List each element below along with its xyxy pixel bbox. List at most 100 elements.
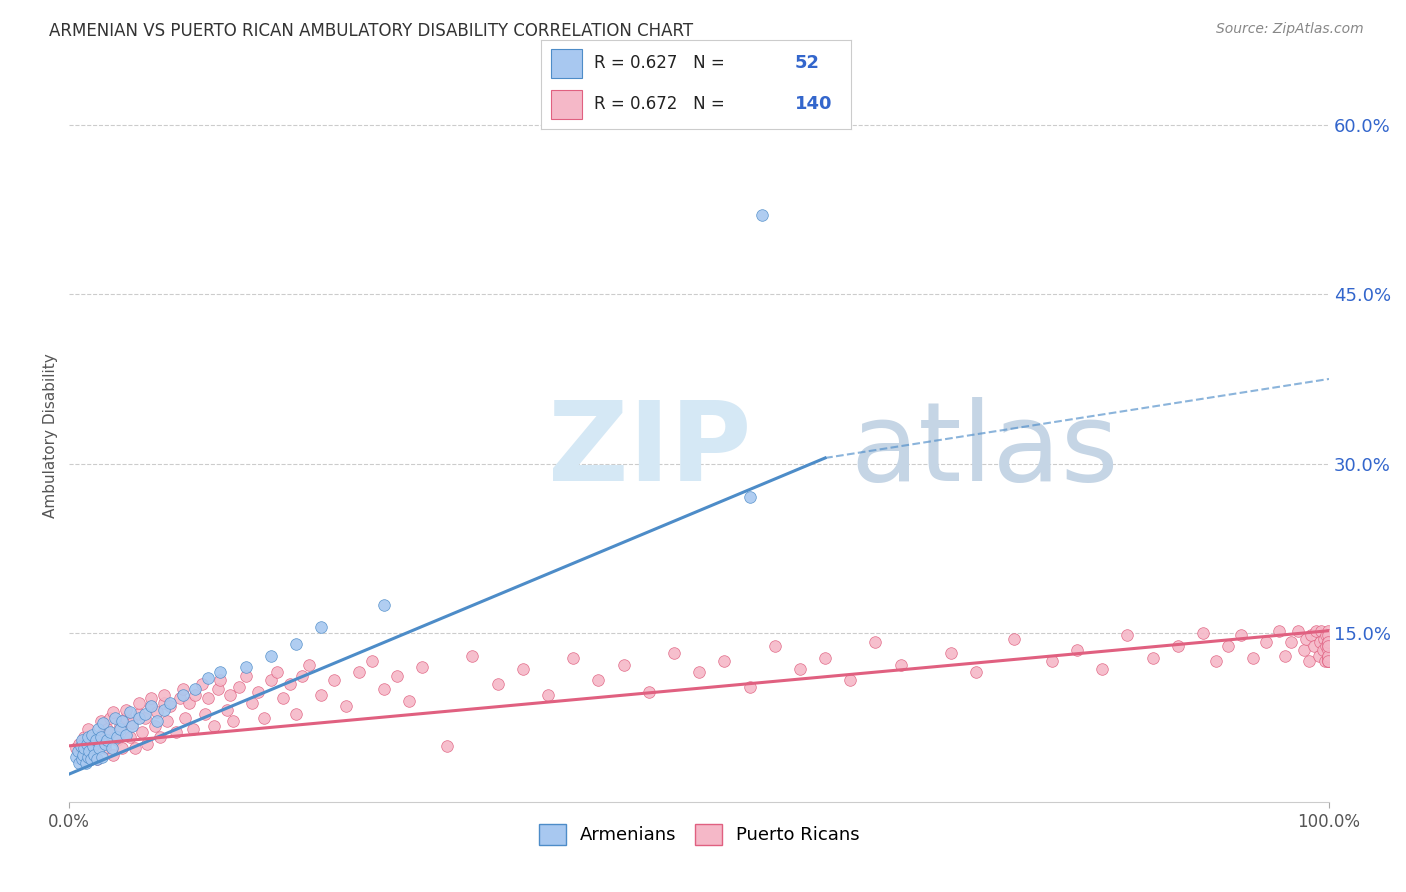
Point bbox=[278, 677, 301, 691]
Point bbox=[285, 707, 308, 722]
Point bbox=[1316, 648, 1339, 663]
Point bbox=[1305, 624, 1327, 638]
Point bbox=[165, 725, 187, 739]
Point bbox=[1316, 643, 1339, 657]
Point bbox=[209, 673, 232, 688]
Point bbox=[209, 665, 232, 680]
Point bbox=[77, 730, 100, 744]
Point bbox=[1302, 640, 1324, 654]
Point bbox=[1116, 628, 1139, 642]
Point bbox=[1316, 654, 1339, 668]
Point bbox=[118, 705, 141, 719]
Point bbox=[253, 710, 276, 724]
Point bbox=[139, 691, 162, 706]
Point bbox=[77, 722, 100, 736]
Point bbox=[121, 718, 143, 732]
Point bbox=[128, 696, 150, 710]
Point bbox=[1313, 632, 1336, 646]
Point bbox=[80, 727, 103, 741]
Point bbox=[751, 208, 773, 222]
Point bbox=[105, 730, 128, 744]
Point bbox=[1315, 654, 1337, 668]
Point bbox=[169, 691, 191, 706]
Point bbox=[96, 722, 118, 736]
Point bbox=[240, 696, 263, 710]
Point bbox=[1167, 640, 1189, 654]
Point bbox=[70, 752, 93, 766]
Point bbox=[537, 688, 560, 702]
Point bbox=[152, 703, 174, 717]
Point bbox=[1066, 643, 1088, 657]
Point bbox=[285, 637, 308, 651]
Point bbox=[1274, 648, 1296, 663]
Point bbox=[91, 716, 114, 731]
Point bbox=[235, 660, 257, 674]
Point bbox=[152, 688, 174, 702]
Point bbox=[75, 756, 97, 770]
Bar bbox=[551, 49, 582, 78]
Point bbox=[1301, 628, 1323, 642]
Text: Source: ZipAtlas.com: Source: ZipAtlas.com bbox=[1216, 22, 1364, 37]
Point bbox=[1316, 640, 1339, 654]
Point bbox=[152, 696, 174, 710]
Point bbox=[83, 733, 105, 747]
Point bbox=[149, 730, 172, 744]
Point bbox=[1218, 640, 1240, 654]
Point bbox=[486, 677, 509, 691]
Point bbox=[738, 680, 761, 694]
Text: R = 0.627   N =: R = 0.627 N = bbox=[593, 54, 724, 72]
Point bbox=[177, 696, 200, 710]
Point bbox=[73, 730, 96, 744]
Point bbox=[688, 665, 710, 680]
Point bbox=[70, 733, 93, 747]
Point bbox=[146, 705, 169, 719]
Point bbox=[1316, 648, 1339, 663]
Point bbox=[184, 682, 207, 697]
Point bbox=[80, 739, 103, 753]
Point bbox=[890, 657, 912, 672]
Point bbox=[128, 707, 150, 722]
Point bbox=[637, 684, 659, 698]
Point bbox=[1316, 628, 1339, 642]
Point bbox=[90, 714, 112, 728]
Point bbox=[1315, 628, 1337, 642]
Point bbox=[172, 688, 194, 702]
Point bbox=[77, 750, 100, 764]
Point bbox=[90, 730, 112, 744]
Point bbox=[134, 710, 156, 724]
Point bbox=[181, 722, 204, 736]
Point bbox=[93, 741, 115, 756]
Point bbox=[174, 710, 197, 724]
Point bbox=[108, 718, 131, 732]
Point bbox=[411, 660, 433, 674]
Point bbox=[965, 665, 987, 680]
Point bbox=[360, 654, 382, 668]
Point bbox=[86, 752, 108, 766]
Point bbox=[1192, 626, 1215, 640]
Point bbox=[1316, 635, 1339, 649]
Point bbox=[190, 677, 212, 691]
Point bbox=[1267, 624, 1289, 638]
Point bbox=[309, 620, 332, 634]
Point bbox=[69, 739, 91, 753]
Point bbox=[297, 657, 319, 672]
Point bbox=[512, 662, 534, 676]
Point bbox=[1205, 654, 1227, 668]
Point bbox=[76, 737, 98, 751]
Text: ZIP: ZIP bbox=[548, 397, 751, 504]
Point bbox=[146, 714, 169, 728]
Point bbox=[235, 669, 257, 683]
Point bbox=[101, 741, 124, 756]
Point bbox=[111, 714, 134, 728]
Text: 52: 52 bbox=[794, 54, 820, 72]
Point bbox=[260, 648, 283, 663]
Point bbox=[67, 744, 90, 758]
Point bbox=[124, 741, 146, 756]
Point bbox=[385, 669, 408, 683]
Point bbox=[1312, 643, 1334, 657]
Point bbox=[562, 650, 585, 665]
Point bbox=[131, 725, 153, 739]
Point bbox=[65, 750, 87, 764]
Point bbox=[103, 710, 125, 724]
Point bbox=[865, 635, 887, 649]
